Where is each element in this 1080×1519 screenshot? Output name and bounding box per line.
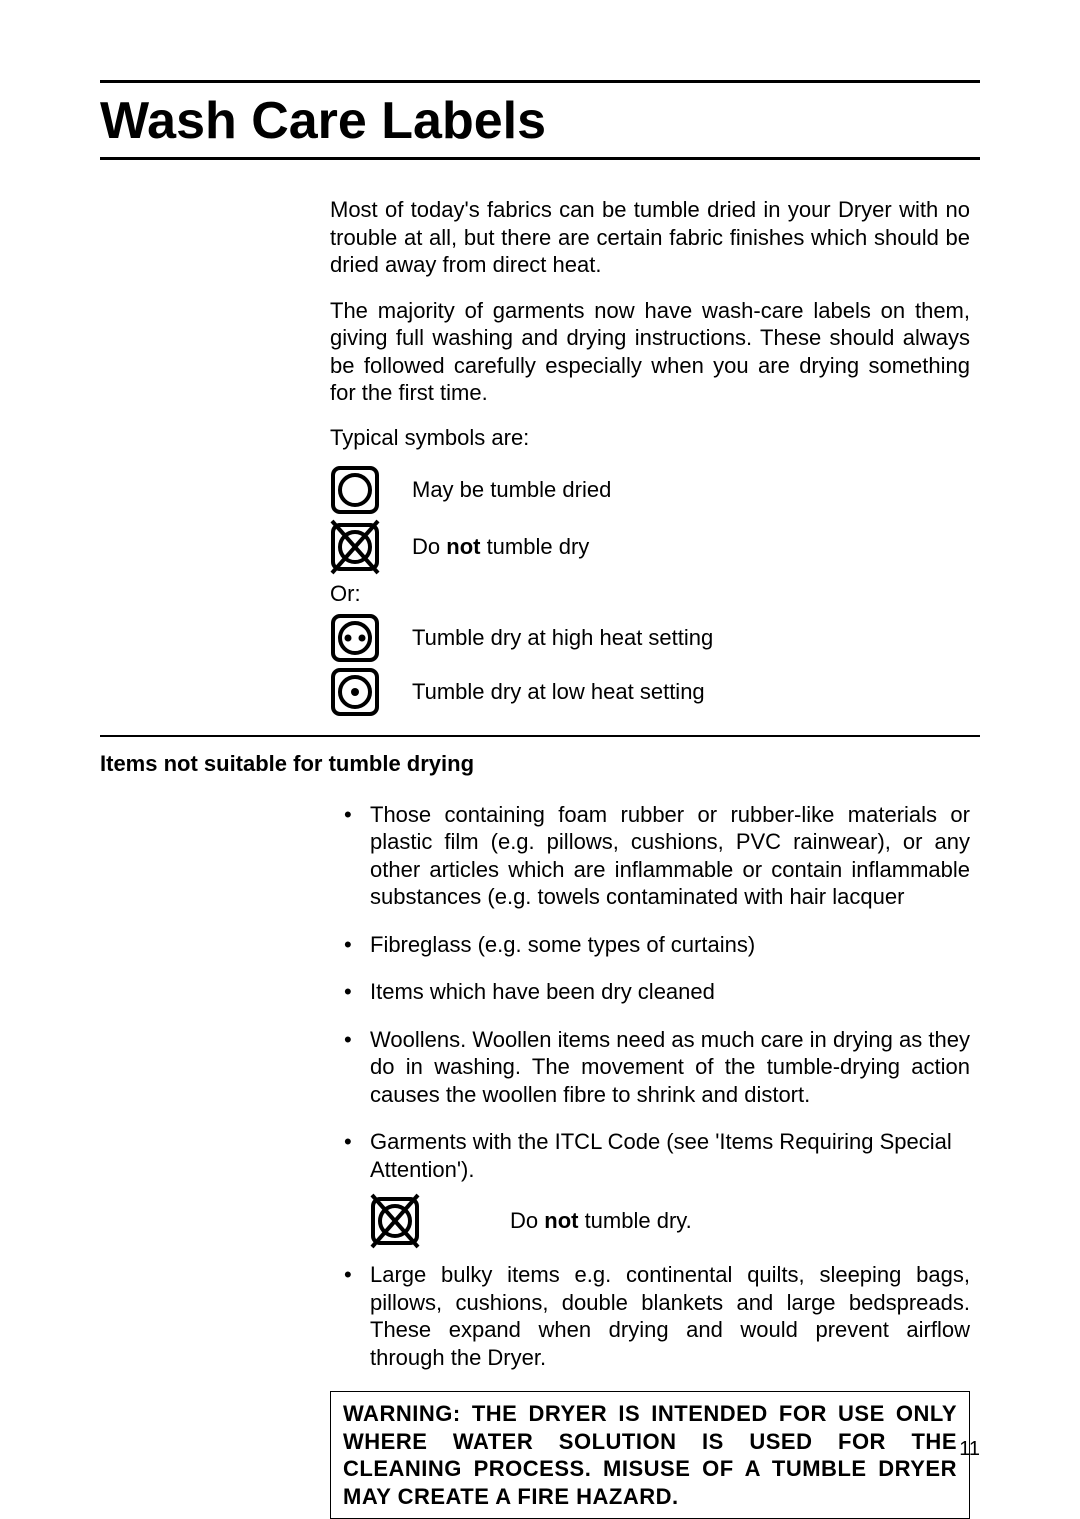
- label-bold: not: [544, 1208, 578, 1233]
- symbol-row-high-heat: Tumble dry at high heat setting: [330, 613, 970, 663]
- unsuitable-heading: Items not suitable for tumble drying: [100, 751, 980, 777]
- unsuitable-list-wrap: Those containing foam rubber or rubber-l…: [330, 801, 970, 1519]
- symbol-label: Do not tumble dry.: [510, 1208, 692, 1234]
- symbol-label: May be tumble dried: [412, 477, 611, 503]
- list-item: Those containing foam rubber or rubber-l…: [330, 801, 970, 911]
- or-label: Or:: [330, 581, 970, 607]
- unsuitable-list-2: Large bulky items e.g. continental quilt…: [330, 1261, 970, 1371]
- symbol-row-do-not-tumble: Do not tumble dry: [330, 519, 970, 575]
- page-number: 11: [959, 1438, 980, 1461]
- do-not-tumble-dry-icon: [370, 1193, 430, 1249]
- page-title: Wash Care Labels: [100, 91, 980, 151]
- intro-paragraph-1: Most of today's fabrics can be tumble dr…: [330, 196, 970, 279]
- label-post: tumble dry.: [578, 1208, 691, 1233]
- list-item: Items which have been dry cleaned: [330, 978, 970, 1006]
- list-item: Woollens. Woollen items need as much car…: [330, 1026, 970, 1109]
- list-item: Garments with the ITCL Code (see 'Items …: [330, 1128, 970, 1183]
- symbol-row-tumble-allowed: May be tumble dried: [330, 465, 970, 515]
- typical-symbols-label: Typical symbols are:: [330, 425, 970, 451]
- label-post: tumble dry: [480, 534, 589, 559]
- warning-box: WARNING: THE DRYER IS INTENDED FOR USE O…: [330, 1391, 970, 1519]
- tumble-dry-high-heat-icon: [330, 613, 400, 663]
- label-pre: Do: [412, 534, 446, 559]
- list-item: Fibreglass (e.g. some types of curtains): [330, 931, 970, 959]
- intro-paragraph-2: The majority of garments now have wash-c…: [330, 297, 970, 407]
- do-not-tumble-dry-icon: [330, 519, 400, 575]
- tumble-dry-allowed-icon: [330, 465, 400, 515]
- tumble-dry-low-heat-icon: [330, 667, 400, 717]
- inline-do-not-tumble-row: Do not tumble dry.: [370, 1193, 970, 1249]
- manual-page: Wash Care Labels Most of today's fabrics…: [0, 0, 1080, 1511]
- bottom-rule: [100, 157, 980, 160]
- symbol-label: Tumble dry at high heat setting: [412, 625, 713, 651]
- section-rule: [100, 735, 980, 737]
- list-item: Large bulky items e.g. continental quilt…: [330, 1261, 970, 1371]
- symbol-row-low-heat: Tumble dry at low heat setting: [330, 667, 970, 717]
- label-pre: Do: [510, 1208, 544, 1233]
- unsuitable-list: Those containing foam rubber or rubber-l…: [330, 801, 970, 1184]
- label-bold: not: [446, 534, 480, 559]
- intro-column: Most of today's fabrics can be tumble dr…: [330, 196, 970, 717]
- symbol-label: Do not tumble dry: [412, 534, 589, 560]
- top-rule: [100, 80, 980, 83]
- symbol-label: Tumble dry at low heat setting: [412, 679, 705, 705]
